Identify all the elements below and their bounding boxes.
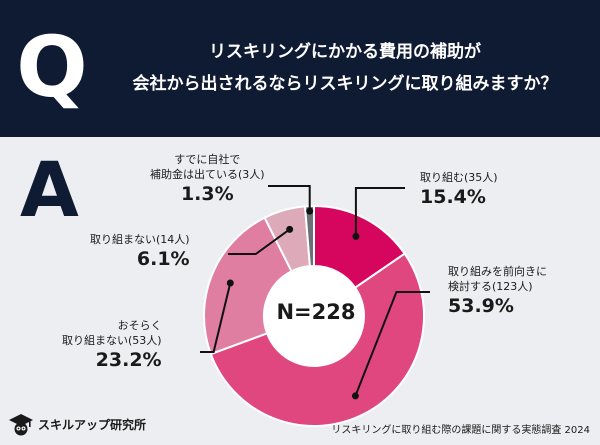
slice-label-maemuki: 取り組みを前向きに 検討する(123人) 53.9% (448, 264, 547, 318)
slice-label-sudeni: すでに自社で 補助金は出ている(3人) 1.3% (150, 152, 265, 206)
donut-hole (264, 266, 364, 366)
graduation-cap-owl-icon (9, 414, 33, 436)
slice-name-line-2: 補助金は出ている(3人) (150, 168, 265, 181)
slice-percent: 6.1% (136, 248, 190, 270)
slice-name-line-2: 取り組まない(53人) (62, 334, 162, 347)
slice-name: 取り組む(35人) (420, 171, 498, 184)
leader-dot-4 (306, 207, 314, 215)
leader-line-3 (228, 228, 291, 255)
slice-percent: 15.4% (420, 186, 486, 208)
slice-name-line-2: 検討する(123人) (448, 280, 533, 293)
sample-size-label: N=228 (276, 300, 356, 324)
slice-label-osoraku: おそらく 取り組まない(53人) 23.2% (62, 318, 162, 372)
leader-dot-2 (226, 279, 234, 287)
leader-line-1 (354, 291, 430, 397)
question-line-1: リスキリングにかかる費用の補助が (209, 42, 481, 62)
leader-line-0 (354, 187, 405, 237)
question-letter: Q (16, 18, 88, 116)
answer-letter: A (20, 145, 79, 234)
leader-dot-0 (352, 232, 360, 240)
leader-line-4 (268, 185, 311, 212)
question-line-2: 会社から出されるならリスキリングに取り組みますか？ (132, 74, 558, 94)
question-text: リスキリングにかかる費用の補助が 会社から出されるならリスキリングに取り組みます… (100, 36, 590, 100)
brand-name: スキルアップ研究所 (38, 417, 147, 432)
slice-label-torikumu: 取り組む(35人) 15.4% (420, 170, 498, 209)
slice-percent: 23.2% (95, 349, 162, 371)
leader-dot-1 (351, 392, 359, 400)
slice-percent: 53.9% (448, 295, 514, 317)
slice-name-line-1: すでに自社で (174, 153, 241, 166)
brand-logo: スキルアップ研究所 (8, 410, 146, 438)
survey-footnote: リスキリングに取り組む際の課題に関する実態調査 2024 (331, 425, 590, 436)
slice-name: 取り組まない(14人) (90, 233, 190, 246)
header-banner: Q リスキリングにかかる費用の補助が 会社から出されるならリスキリングに取り組み… (0, 0, 600, 137)
slice-label-torikumanai: 取り組まない(14人) 6.1% (90, 232, 190, 271)
leader-dot-3 (286, 225, 294, 233)
donut-slice-1 (209, 252, 425, 427)
leader-line-2 (200, 282, 232, 353)
slice-name-line-1: 取り組みを前向きに (448, 265, 547, 278)
slice-name-line-1: おそらく (117, 319, 162, 332)
slice-percent: 1.3% (180, 183, 234, 205)
